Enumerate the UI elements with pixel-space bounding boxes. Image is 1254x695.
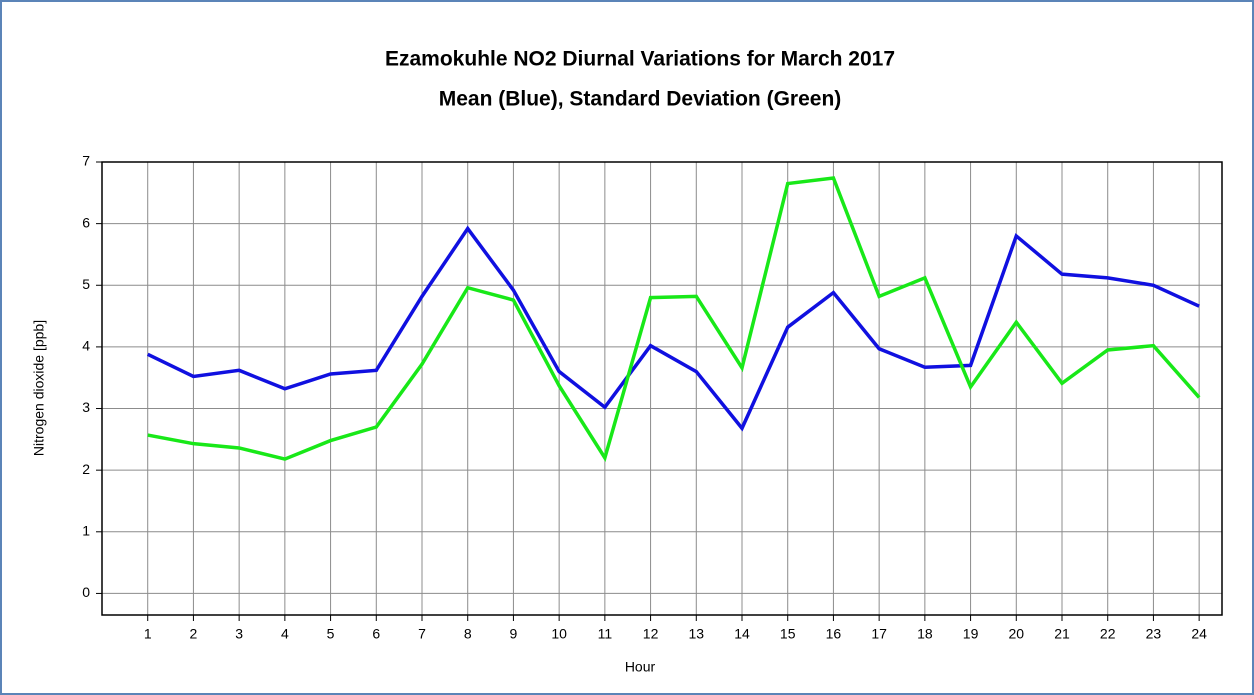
- x-tick-label: 1: [144, 626, 152, 642]
- y-tick-label: 3: [82, 399, 90, 415]
- y-axis-label: Nitrogen dioxide [ppb]: [31, 320, 47, 456]
- x-tick-label: 16: [826, 626, 842, 642]
- x-tick-label: 18: [917, 626, 933, 642]
- x-tick-label: 24: [1191, 626, 1207, 642]
- line-series: [147, 176, 1201, 463]
- x-tick-label: 5: [327, 626, 335, 642]
- plot-frame: [101, 161, 1223, 616]
- y-tick-label: 5: [82, 276, 90, 292]
- x-tick-label: 22: [1100, 626, 1116, 642]
- x-axis-label: Hour: [625, 659, 656, 675]
- x-tick-label: 6: [372, 626, 380, 642]
- x-tick-label: 4: [281, 626, 289, 642]
- y-tick-label: 2: [82, 461, 90, 477]
- x-tick-label: 8: [464, 626, 472, 642]
- x-tick-label: 10: [551, 626, 567, 642]
- y-tick-label: 4: [82, 338, 90, 354]
- x-tick-label: 7: [418, 626, 426, 642]
- x-tick-label: 13: [688, 626, 704, 642]
- x-tick-label: 21: [1054, 626, 1070, 642]
- y-tick-label: 1: [82, 522, 90, 538]
- line-series: [146, 225, 1200, 432]
- chart-title: Ezamokuhle NO2 Diurnal Variations for Ma…: [385, 48, 895, 71]
- x-tick-label: 11: [598, 626, 613, 642]
- x-tick-label: 9: [510, 626, 518, 642]
- x-tick-label: 15: [780, 626, 796, 642]
- x-tick-label: 12: [643, 626, 659, 642]
- y-tick-label: 6: [82, 214, 90, 230]
- chart-subtitle: Mean (Blue), Standard Deviation (Green): [439, 88, 842, 111]
- x-tick-label: 3: [235, 626, 243, 642]
- x-tick-label: 2: [190, 626, 198, 642]
- x-tick-label: 23: [1146, 626, 1162, 642]
- x-tick-label: 20: [1008, 626, 1024, 642]
- y-tick-label: 7: [82, 153, 90, 169]
- x-tick-label: 14: [734, 626, 750, 642]
- x-tick-label: 17: [871, 626, 887, 642]
- y-tick-label: 0: [82, 584, 90, 600]
- x-tick-label: 19: [963, 626, 979, 642]
